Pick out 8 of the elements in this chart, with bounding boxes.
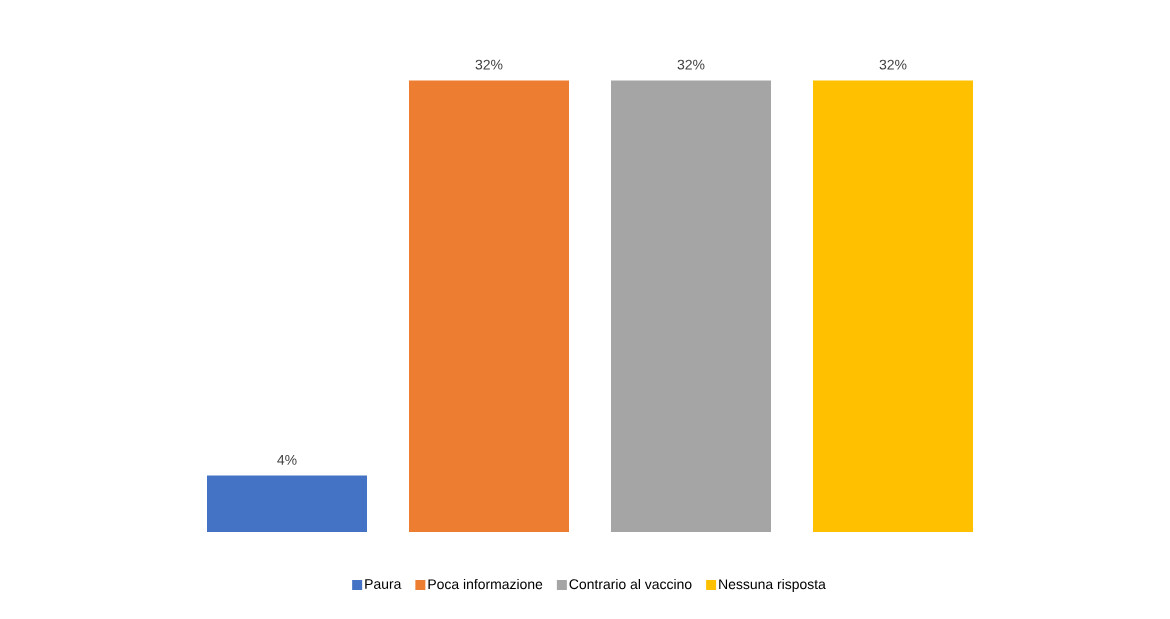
legend-label: Poca informazione <box>428 578 543 590</box>
legend-label: Nessuna risposta <box>719 578 826 592</box>
data-label: 32% <box>879 59 907 70</box>
legend-label: Paura <box>365 579 402 589</box>
data-label: 4% <box>277 454 297 465</box>
legend-label: Contrario al vaccino <box>569 578 692 590</box>
data-label: 32% <box>475 59 503 70</box>
data-label: 32% <box>677 59 705 70</box>
